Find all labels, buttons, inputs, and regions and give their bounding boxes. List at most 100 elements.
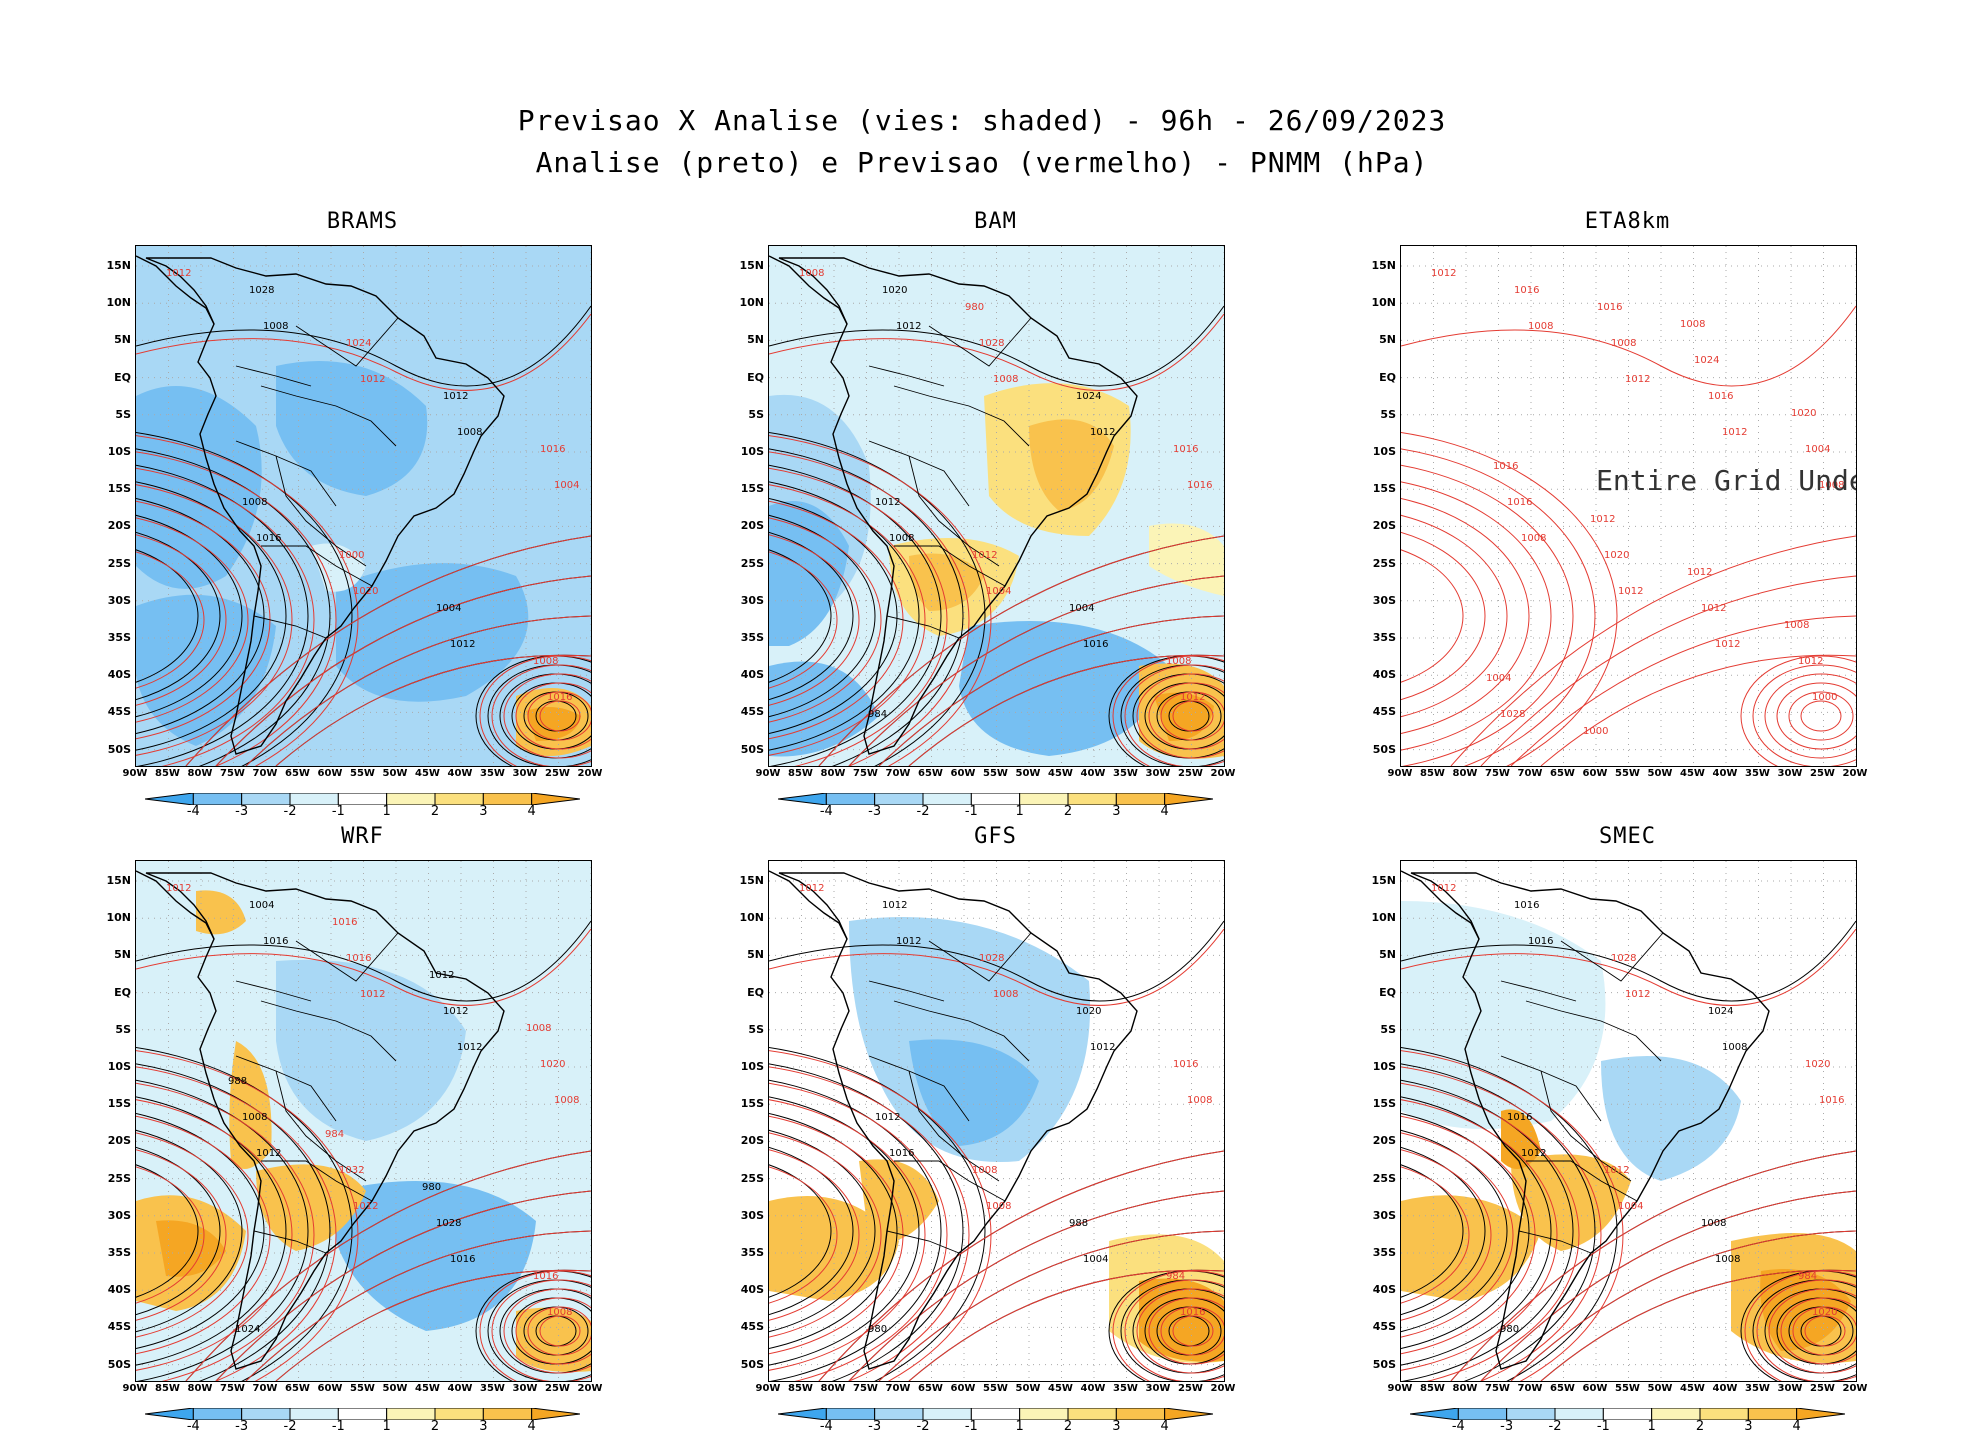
forecast-isobar (1172, 1315, 1214, 1347)
country-border (253, 615, 327, 639)
lat-label: 25S (740, 556, 764, 570)
colorbar-tick-label: -3 (235, 804, 249, 819)
contour-label: 1004 (554, 480, 579, 491)
contour-label: 1012 (457, 1042, 482, 1053)
colorbar-tick-label: -4 (819, 804, 833, 819)
lat-label: EQ (1379, 985, 1396, 999)
contour-label: 1028 (436, 1218, 461, 1229)
contour-label: 1016 (540, 444, 565, 455)
country-border (235, 1055, 337, 1122)
contour-label: 980 (1500, 1324, 1519, 1335)
contour-label: 1020 (1805, 1059, 1830, 1070)
contour-label: 1012 (360, 374, 385, 385)
forecast-isobar (539, 700, 581, 732)
contour-label: 1016 (332, 917, 357, 928)
forecast-isobar (136, 1066, 337, 1381)
contour-label: 1008 (547, 1307, 572, 1318)
lon-label: 75W (220, 1383, 245, 1394)
forecast-isobar (1780, 1297, 1856, 1365)
contour-label: 1008 (1166, 656, 1191, 667)
lat-label: 20S (1372, 519, 1396, 533)
coastline (769, 255, 1138, 755)
country-border (1540, 1070, 1632, 1182)
colorbar-tick-label: -3 (868, 804, 882, 819)
forecast-isobar (136, 1050, 359, 1381)
colorbar-tick-label: -1 (964, 1419, 978, 1434)
contour-label: 984 (868, 709, 887, 720)
lon-label: 65W (285, 1383, 310, 1394)
contour-label: 1004 (249, 900, 274, 911)
pressure-contours (769, 305, 1224, 766)
contour-label: 1016 (346, 953, 371, 964)
lat-label: 40S (107, 1283, 131, 1297)
lat-label: 20S (740, 519, 764, 533)
forecast-isobar (1756, 1279, 1856, 1381)
lat-label: 10N (1371, 911, 1396, 925)
contour-label: 1000 (1583, 726, 1608, 737)
forecast-isobar (878, 1230, 1224, 1381)
lat-label: 25S (107, 556, 131, 570)
lon-label: 30W (512, 1383, 538, 1394)
lon-label: 55W (1615, 1383, 1640, 1394)
contour-label: 1004 (1083, 1254, 1108, 1265)
forecast-isobar (1480, 575, 1856, 766)
forecast-isobar (1401, 1166, 1470, 1304)
lat-label: 20S (107, 519, 131, 533)
forecast-isobar (491, 664, 591, 766)
contour-label: 1012 (353, 1201, 378, 1212)
bias-region-neg2 (1601, 1056, 1741, 1181)
contour-labels: 1012 1016 1012 1012 1008 1012 1012 1016 1008 1004… (166, 883, 579, 1335)
analysis-isobar (136, 431, 353, 766)
lat-label: 30S (107, 593, 131, 607)
forecast-isobar (769, 484, 926, 756)
forecast-isobar (769, 467, 948, 766)
forecast-isobar (1401, 1066, 1602, 1381)
contour-label: 1016 (889, 1148, 914, 1159)
bias-region-neg3 (769, 501, 849, 646)
map-panel-smec: 1012 1016 1012 1008 1016 1012 1004 1008 1020 1016… (1400, 860, 1857, 1382)
forecast-isobar (136, 534, 227, 706)
lat-label: 15S (1372, 482, 1396, 496)
central-america-coastline (136, 870, 215, 940)
analysis-isobar (136, 497, 265, 735)
colorbar-swatches (1409, 1407, 1846, 1421)
contour-label: 1012 (1722, 427, 1747, 438)
forecast-isobar (908, 1269, 1224, 1381)
country-border (261, 1160, 373, 1202)
lon-label: 40W (447, 1383, 473, 1394)
lon-label: 30W (1777, 768, 1803, 779)
contour-label: 1016 (1173, 1059, 1198, 1070)
contour-label: 1020 (1812, 1307, 1837, 1318)
lon-label: 85W (155, 1383, 180, 1394)
forecast-isobar (1804, 1315, 1846, 1347)
lon-label: 75W (853, 1383, 878, 1394)
country-border (868, 980, 945, 1002)
contour-label: 1012 (896, 936, 921, 947)
contour-label: 1008 (554, 1095, 579, 1106)
lon-label: 60W (1582, 768, 1608, 779)
lat-label: 30S (107, 1208, 131, 1222)
analysis-isobar (136, 1096, 287, 1366)
forecast-isobar (1112, 655, 1224, 766)
lon-label: 60W (317, 1383, 343, 1394)
forecast-isobar (1401, 1149, 1492, 1321)
lon-label: 45W (1680, 768, 1705, 779)
lat-label: 30S (740, 1208, 764, 1222)
forecast-isobar (1764, 673, 1856, 759)
lat-label: 10N (739, 911, 764, 925)
contour-label: 1032 (339, 1165, 364, 1176)
colorbar-tick-label: -1 (331, 1419, 345, 1434)
lon-label: 75W (1485, 768, 1510, 779)
contour-label: 1016 (450, 1254, 475, 1265)
map-panel-eta8km: 1012 1008 1012 1012 1008 1008 1012 1012 1000 1016… (1400, 245, 1857, 767)
contour-label: 1016 (1083, 639, 1108, 650)
contour-label: 984 (1798, 1271, 1817, 1282)
lon-label: 70W (885, 1383, 911, 1394)
bias-region-neg3 (769, 661, 879, 757)
colorbar-swatches (144, 1407, 581, 1421)
forecast-isobar (1401, 1099, 1558, 1371)
contour-label: 1020 (540, 1059, 565, 1070)
forecast-isobar (479, 1270, 591, 1381)
analysis-isobar (769, 531, 854, 701)
panel-title-eta8km: ETA8km (1584, 209, 1671, 234)
